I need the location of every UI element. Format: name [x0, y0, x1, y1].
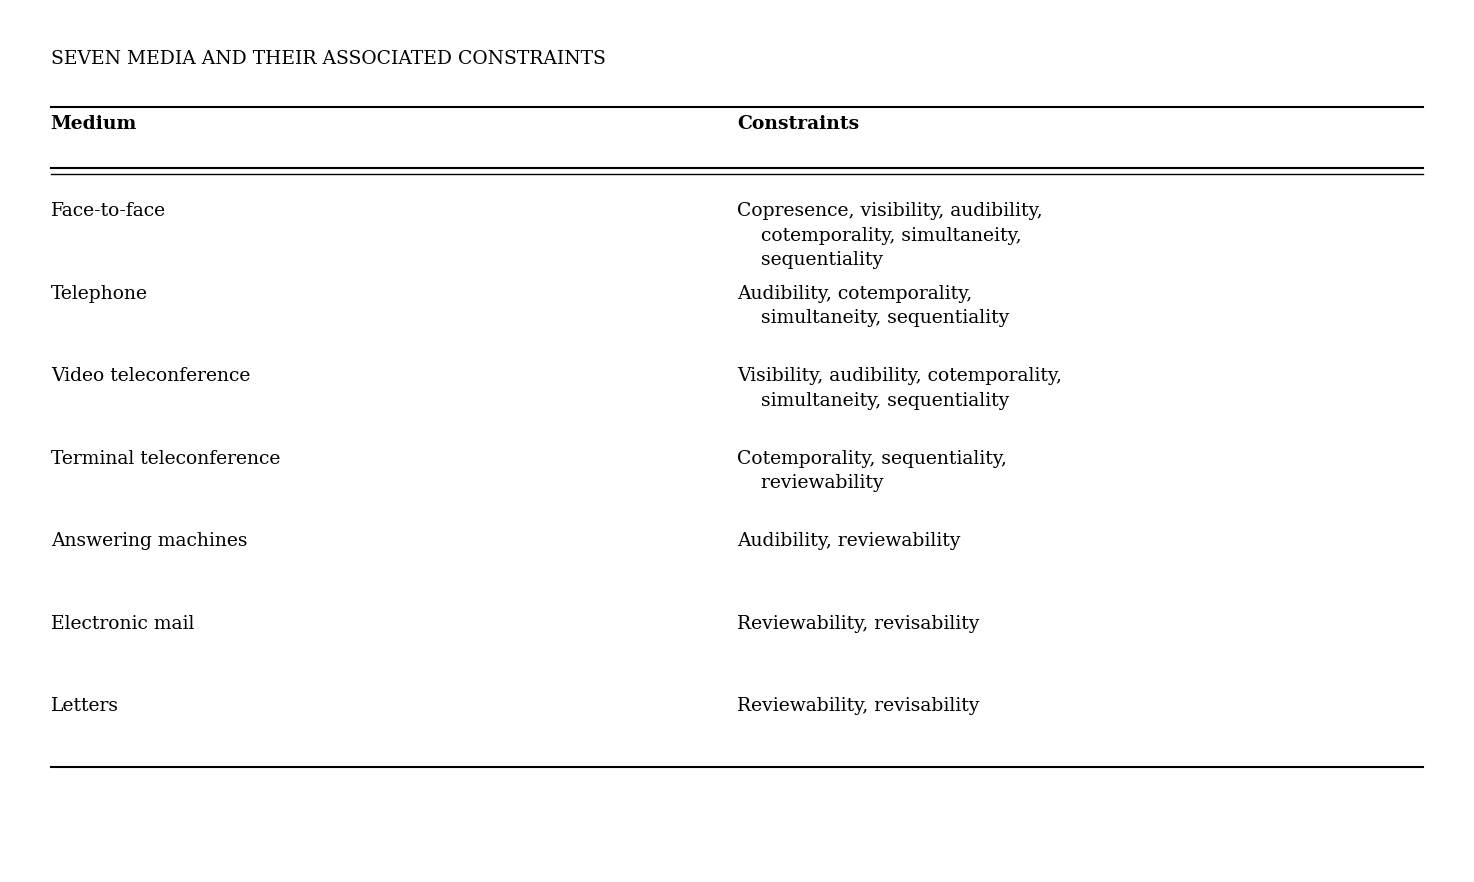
- Text: Letters: Letters: [50, 697, 119, 715]
- Text: Audibility, cotemporality,
    simultaneity, sequentiality: Audibility, cotemporality, simultaneity,…: [737, 285, 1010, 327]
- Text: Terminal teleconference: Terminal teleconference: [50, 450, 280, 467]
- Text: Constraints: Constraints: [737, 116, 859, 133]
- Text: Cotemporality, sequentiality,
    reviewability: Cotemporality, sequentiality, reviewabil…: [737, 450, 1007, 492]
- Text: Video teleconference: Video teleconference: [50, 367, 251, 385]
- Text: Answering machines: Answering machines: [50, 532, 248, 550]
- Text: Reviewability, revisability: Reviewability, revisability: [737, 615, 979, 632]
- Text: Telephone: Telephone: [50, 285, 147, 303]
- Text: Reviewability, revisability: Reviewability, revisability: [737, 697, 979, 715]
- Text: Copresence, visibility, audibility,
    cotemporality, simultaneity,
    sequent: Copresence, visibility, audibility, cote…: [737, 202, 1042, 269]
- Text: Medium: Medium: [50, 116, 137, 133]
- Text: Audibility, reviewability: Audibility, reviewability: [737, 532, 961, 550]
- Text: SEVEN MEDIA AND THEIR ASSOCIATED CONSTRAINTS: SEVEN MEDIA AND THEIR ASSOCIATED CONSTRA…: [50, 50, 606, 68]
- Text: Electronic mail: Electronic mail: [50, 615, 195, 632]
- Text: Face-to-face: Face-to-face: [50, 202, 167, 220]
- Text: Visibility, audibility, cotemporality,
    simultaneity, sequentiality: Visibility, audibility, cotemporality, s…: [737, 367, 1061, 409]
